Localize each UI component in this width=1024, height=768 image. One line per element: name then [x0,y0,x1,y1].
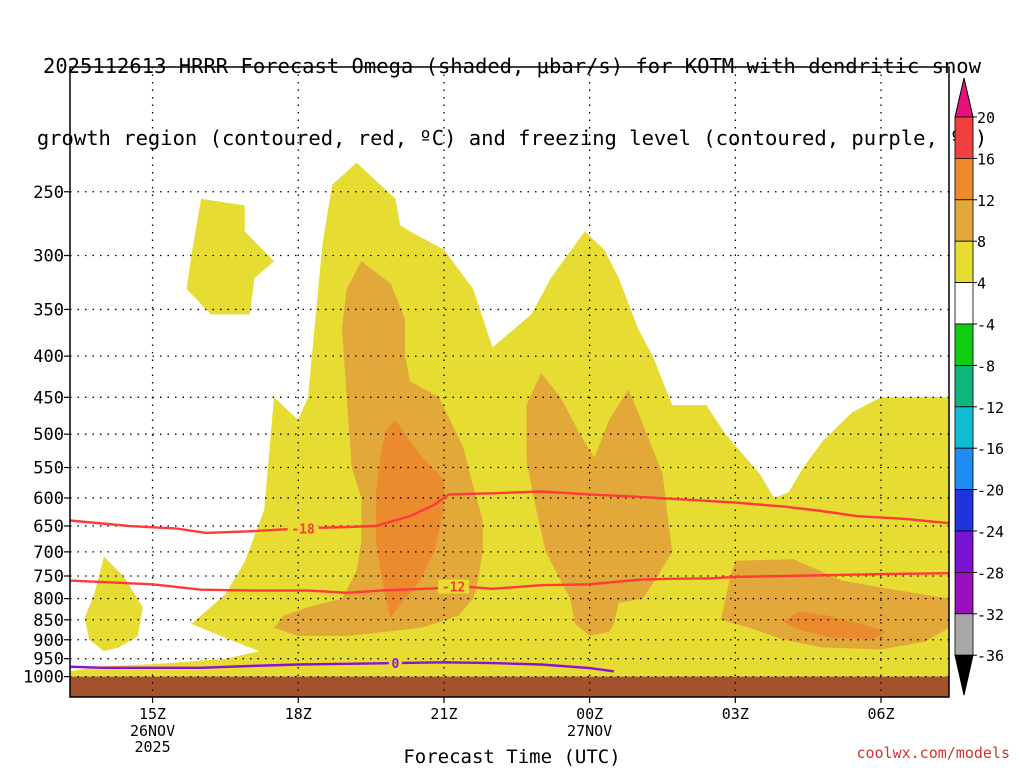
y-tick-label-950: 950 [33,650,64,670]
x-tick-label-03Z: 03Z [722,705,749,723]
omega-region-5 [720,559,949,650]
y-tick-label-300: 300 [33,247,64,267]
colorbar-top-arrow [954,77,974,118]
omega-region-6 [376,419,444,618]
contour-label-bg--12 [438,579,470,594]
colorbar-label--32: -32 [977,606,1004,624]
colorbar-label-4: 4 [977,275,986,293]
colorbar-label--36: -36 [977,647,1004,665]
colorbar-label-8: 8 [977,233,986,251]
colorbar-swatch--28 [954,530,974,573]
colorbar-label--20: -20 [977,482,1004,500]
omega-region-0 [70,162,949,677]
colorbar-swatch--24 [954,489,974,532]
colorbar-swatch-4 [954,240,974,283]
contour-label-bg-0 [388,656,402,671]
terrain-below-ground [70,676,949,697]
contour-label-0: 0 [391,657,399,672]
colorbar-swatch--16 [954,406,974,449]
y-tick-label-900: 900 [33,631,64,651]
x-tick-label-00Z: 00Z [576,705,603,723]
contour-label--12: -12 [442,581,465,596]
colorbar-label--8: -8 [977,357,995,375]
colorbar-swatch--12 [954,364,974,408]
colorbar-label-20: 20 [977,109,995,127]
colorbar-label--16: -16 [977,440,1004,458]
x-tick-label-06Z: 06Z [867,705,894,723]
contour-line--12 [70,572,949,595]
colorbar-swatch--20 [954,447,974,491]
colorbar-bottom-arrow [954,654,974,696]
y-tick-label-450: 450 [33,388,64,408]
colorbar-label--24: -24 [977,523,1004,541]
y-tick-label-700: 700 [33,543,64,563]
y-tick-label-750: 750 [33,567,64,587]
chart-title: 2025112613 HRRR Forecast Omega (shaded, … [0,6,1024,174]
colorbar-swatch-16 [954,116,974,159]
colorbar-label--4: -4 [977,316,995,334]
plot-frame [69,66,950,698]
y-tick-label-350: 350 [33,300,64,320]
y-tick-label-500: 500 [33,425,64,445]
y-tick-label-1000: 1000 [23,668,64,688]
colorbar-swatch--32 [954,572,974,615]
y-tick-label-800: 800 [33,590,64,610]
contour-line-0 [70,661,615,673]
y-tick-label-850: 850 [33,611,64,631]
colorbar-label--28: -28 [977,564,1004,582]
colorbar-label-16: 16 [977,150,995,168]
omega-region-4 [526,373,673,636]
omega-region-1 [186,198,274,315]
y-tick-label-250: 250 [33,183,64,203]
colorbar-swatch--4 [954,282,974,325]
x-tick-date-27NOV: 27NOV [567,722,612,740]
colorbar-swatch--36 [954,613,974,656]
colorbar-swatch-12 [954,157,974,201]
y-tick-label-400: 400 [33,347,64,367]
x-axis-label: Forecast Time (UTC) [403,746,621,768]
x-tick-label-18Z: 18Z [285,705,312,723]
contour-line--18 [70,490,949,535]
contour-label-bg--18 [287,521,319,536]
colorbar-swatch--8 [954,323,974,366]
y-tick-label-600: 600 [33,489,64,509]
y-tick-label-650: 650 [33,517,64,537]
source-credit: coolwx.com/models [856,744,1010,762]
x-tick-date-26NOV: 26NOV [130,722,175,740]
colorbar-swatch-8 [954,199,974,242]
colorbar-label-12: 12 [977,192,995,210]
chart-title-line-1: 2025112613 HRRR Forecast Omega (shaded, … [43,54,981,78]
y-tick-label-550: 550 [33,459,64,479]
contour-label--18: -18 [291,522,315,537]
omega-region-7 [783,611,886,640]
omega-region-2 [84,556,143,652]
x-tick-label-15Z: 15Z [139,705,166,723]
chart-title-line-2: growth region (contoured, red, ºC) and f… [36,126,988,150]
x-tick-year-2025: 2025 [134,738,170,756]
x-tick-label-21Z: 21Z [430,705,457,723]
colorbar-label--12: -12 [977,399,1004,417]
